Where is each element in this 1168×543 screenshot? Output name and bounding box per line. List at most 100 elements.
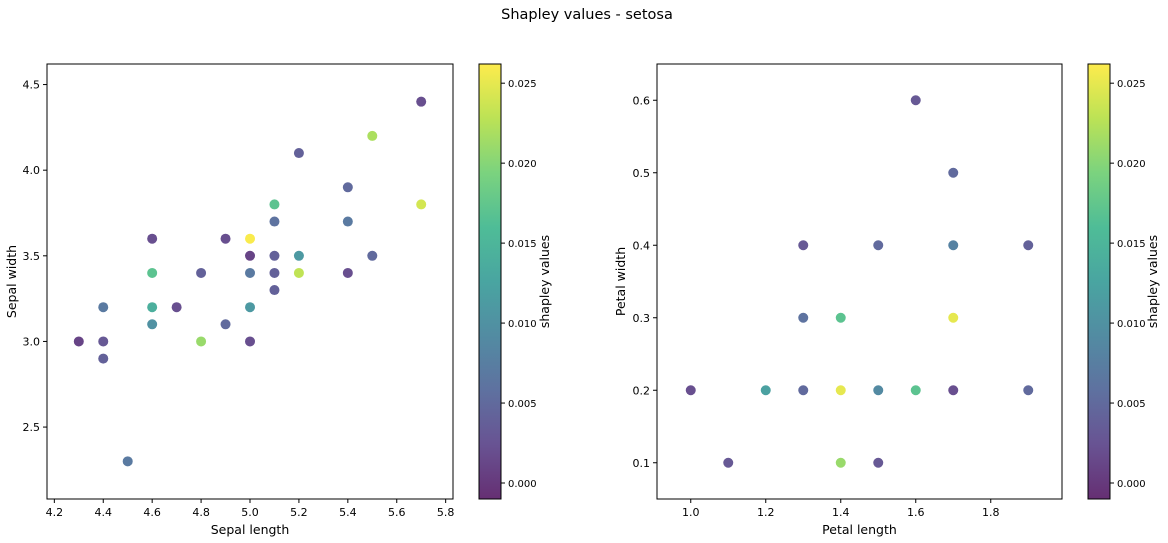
data-point [798,385,809,396]
x-tick-label: 5.6 [388,506,406,519]
data-point [269,267,280,278]
x-tick-label: 1.2 [757,506,775,519]
colorbar-label: shapley values [1145,235,1160,328]
data-point [269,199,280,210]
plot-frame [46,63,454,500]
data-point [98,353,109,364]
data-point [1023,385,1034,396]
colorbar [1088,64,1110,499]
data-point [147,319,158,330]
colorbar-tick-label: 0.000 [508,479,537,490]
colorbar-frame [478,63,502,500]
data-point [269,250,280,261]
colorbar-tick-label: 0.025 [508,79,537,90]
colorbar-tick-label: 0.005 [1117,399,1146,410]
data-point [147,233,158,244]
data-point [948,312,959,323]
data-point [760,385,771,396]
data-point [416,96,427,107]
data-point [723,457,734,468]
y-tick-label: 0.5 [633,167,651,180]
data-point [342,267,353,278]
data-point [835,312,846,323]
data-point [245,233,255,244]
y-tick-label: 3.0 [23,335,41,348]
data-point [245,302,255,313]
x-tick-label: 5.2 [290,506,308,519]
colorbar-tick-label: 0.020 [1117,159,1146,170]
data-point [873,385,884,396]
x-tick-label: 1.6 [907,506,925,519]
y-tick-label: 2.5 [23,421,41,434]
data-point [245,336,255,347]
data-point [293,148,304,159]
x-tick-label: 4.8 [192,506,210,519]
petal-scatter-chart: 1.0 1.2 1.4 1.6 1.8 0.1 0.2 0.3 0.4 0.5 0.6 Petal l… [613,63,1160,537]
colorbar-tick-label: 0.020 [508,159,537,170]
y-axis-label: Sepal width [4,245,19,318]
data-point [342,216,353,227]
data-point [245,267,255,278]
data-point [873,457,884,468]
x-tick-label: 4.4 [95,506,113,519]
data-point [196,336,207,347]
sepal-scatter-chart: 4.2 4.4 4.6 4.8 5.0 5.2 5.4 5.6 5.8 2.5 3.0 3.5 4.0 4… [4,63,552,537]
x-axis-label: Sepal length [211,522,290,537]
data-point [835,457,846,468]
y-tick-label: 4.5 [23,79,41,92]
x-axis-label: Petal length [822,522,897,537]
data-point [948,167,959,178]
data-point [367,250,378,261]
y-tick-label: 0.6 [633,94,651,107]
data-point [873,240,884,251]
colorbar-tick-label: 0.010 [1117,319,1146,330]
x-tick-label: 4.6 [143,506,161,519]
x-tick-label: 1.8 [982,506,1000,519]
data-point [269,216,280,227]
y-tick-label: 4.0 [23,164,41,177]
colorbar-tick-label: 0.000 [1117,479,1146,490]
data-point [293,250,304,261]
data-point [122,456,133,467]
data-point [367,130,378,141]
x-tick-label: 5.0 [241,506,259,519]
colorbar-tick-label: 0.015 [1117,239,1146,250]
data-point [910,385,921,396]
colorbar-label: shapley values [537,235,552,328]
y-tick-label: 3.5 [23,250,41,263]
data-point [342,182,353,193]
data-point [220,233,231,244]
figure-title: Shapley values - setosa [501,7,673,23]
x-tick-label: 1.0 [682,506,700,519]
data-point [171,302,182,313]
colorbar-tick-label: 0.005 [508,399,537,410]
data-point [798,312,809,323]
data-point [835,385,846,396]
data-point [98,336,109,347]
data-point [1023,240,1034,251]
data-point [910,95,921,106]
colorbar-tick-label: 0.015 [508,239,537,250]
data-point [798,240,809,251]
data-point [147,267,158,278]
y-tick-label: 0.4 [633,239,651,252]
data-point [220,319,231,330]
colorbar-tick-label: 0.010 [508,319,537,330]
data-point [293,267,304,278]
colorbar-frame [1087,63,1111,500]
colorbar [479,64,501,499]
colorbar-tick-label: 0.025 [1117,79,1146,90]
data-point [416,199,427,210]
plot-frame [656,63,1063,500]
x-tick-label: 5.8 [437,506,455,519]
data-point [245,250,255,261]
data-point [147,302,158,313]
data-point [73,336,84,347]
y-tick-label: 0.3 [633,312,651,325]
data-point [196,267,207,278]
x-tick-label: 1.4 [832,506,850,519]
data-point [948,385,959,396]
data-point [685,385,696,396]
y-tick-label: 0.2 [633,384,651,397]
